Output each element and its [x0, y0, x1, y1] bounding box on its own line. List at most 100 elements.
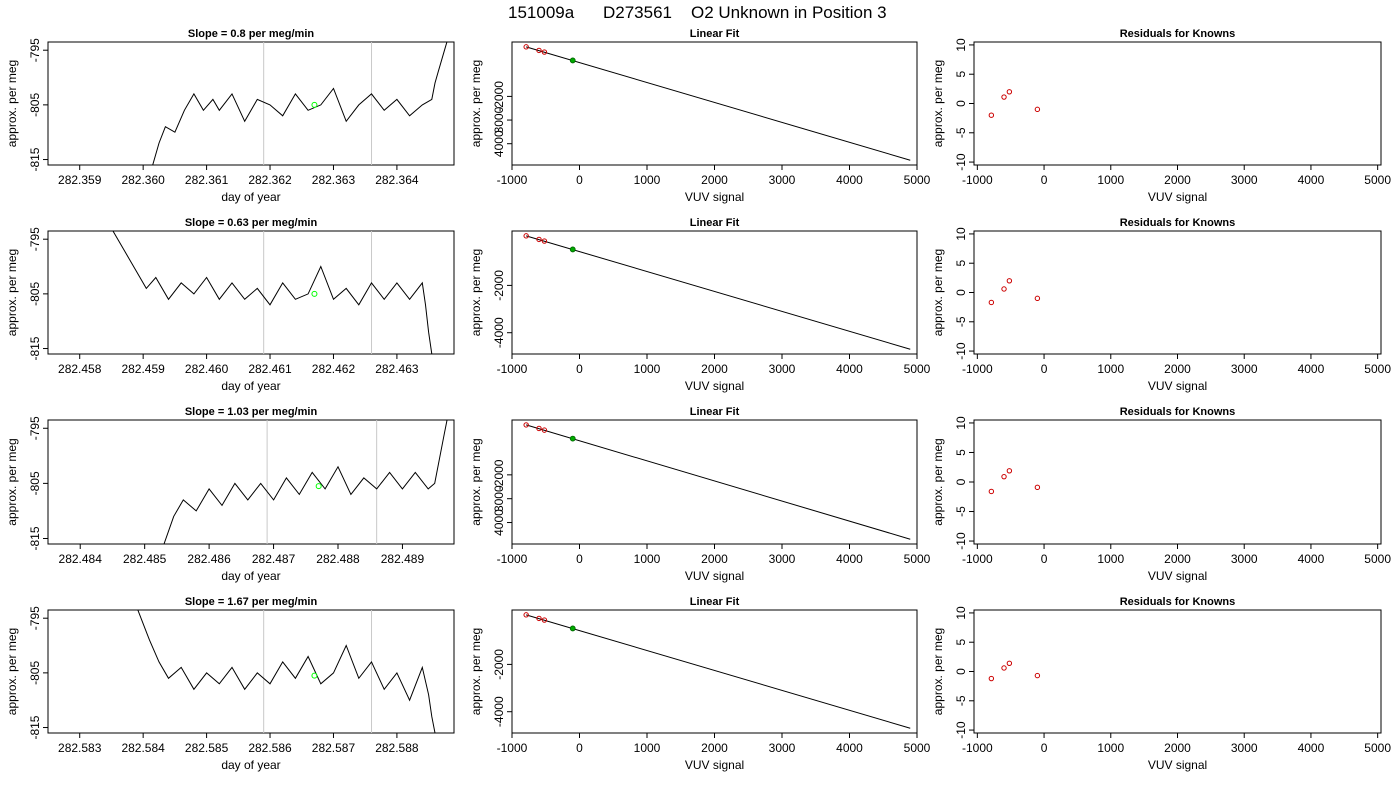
plot-frame [47, 230, 455, 355]
plot-data [988, 468, 1041, 495]
residual-point [1006, 468, 1013, 474]
y-tick-label: -2000 [492, 270, 506, 301]
known-point [536, 425, 542, 432]
panel-title: Slope = 1.67 per meg/min [185, 596, 318, 608]
x-axis-label: VUV signal [1148, 190, 1207, 204]
y-tick-label: 4000 [492, 130, 506, 157]
fit-line [526, 424, 911, 540]
y-tick-label: -795 [28, 606, 42, 630]
x-tick-label: 282.362 [248, 173, 292, 187]
y-tick-label: -5 [954, 506, 968, 517]
x-tick-label: 4000 [1298, 552, 1325, 566]
x-tick-label: 3000 [1231, 741, 1258, 755]
known-point [523, 44, 529, 50]
plot-frame [973, 41, 1382, 166]
y-tick-label: -2000 [492, 459, 506, 490]
x-tick-label: 282.584 [121, 741, 165, 755]
y-tick-label: -795 [28, 227, 42, 251]
x-tick-label: 0 [576, 741, 583, 755]
residual-point [1006, 660, 1013, 666]
y-tick-label: 10 [954, 416, 968, 430]
fit-line [526, 235, 911, 350]
time-trace-panel: Slope = 0.63 per meg/min 282.458 282.459 28… [5, 217, 455, 393]
y-tick-label: 10 [954, 227, 968, 241]
y-tick-label: -10 [954, 532, 968, 550]
x-axis-label: VUV signal [685, 758, 744, 772]
y-tick-label: 3000 [492, 106, 506, 133]
x-tick-label: 3000 [769, 173, 796, 187]
plot-frame [973, 419, 1382, 545]
panel-title: Slope = 0.8 per meg/min [188, 28, 315, 40]
x-tick-label: -1000 [962, 173, 993, 187]
time-trace-panel: Slope = 0.8 per meg/min 282.359 282.360 282… [5, 28, 455, 204]
x-tick-label: 2000 [701, 362, 728, 376]
y-tick-label: -4000 [492, 696, 506, 727]
plot-data [112, 231, 433, 354]
x-tick-label: 282.587 [312, 741, 356, 755]
x-tick-label: 0 [1041, 362, 1048, 376]
x-tick-label: 1000 [1097, 362, 1124, 376]
plot-frame [47, 419, 455, 545]
trace-line [163, 420, 448, 544]
x-tick-label: 282.585 [185, 741, 229, 755]
x-axis-label: day of year [221, 379, 280, 393]
y-tick-label: -815 [28, 715, 42, 739]
x-tick-label: 5000 [904, 362, 931, 376]
x-tick-label: 282.583 [58, 741, 102, 755]
panel-title: Residuals for Knowns [1120, 596, 1236, 608]
x-tick-label: 282.461 [248, 362, 292, 376]
x-tick-label: 1000 [1097, 552, 1124, 566]
panel-title: Residuals for Knowns [1120, 406, 1236, 418]
x-tick-label: 2000 [1164, 362, 1191, 376]
trace-line [152, 42, 448, 165]
x-axis-label: VUV signal [685, 190, 744, 204]
known-point [523, 422, 529, 428]
y-axis-label: approx. per meg [5, 60, 19, 147]
panel-title: Linear Fit [690, 217, 740, 229]
x-tick-label: 1000 [1097, 173, 1124, 187]
known-point [541, 617, 548, 623]
residual-point [1034, 106, 1041, 113]
residual-point [1034, 672, 1041, 679]
y-axis-label: approx. per meg [469, 628, 483, 715]
panel-title: Linear Fit [690, 406, 740, 418]
y-axis-label: approx. per meg [5, 249, 19, 336]
linear-fit-panel: Linear Fit-1000 0 1000 2000 3000 4000 5000-200… [469, 28, 931, 204]
y-axis-label: approx. per meg [469, 249, 483, 336]
main-title: 151009a D273561 O2 Unknown in Position 3 [508, 3, 887, 22]
main-title-part-2: D273561 [603, 3, 672, 22]
x-tick-label: 282.487 [252, 552, 296, 566]
y-tick-label: -10 [954, 153, 968, 171]
y-tick-label: -805 [28, 661, 42, 685]
y-tick-label: -5 [954, 127, 968, 138]
panel-title: Slope = 0.63 per meg/min [185, 217, 318, 229]
x-tick-label: 1000 [634, 552, 661, 566]
x-axis-label: VUV signal [1148, 758, 1207, 772]
x-tick-label: 4000 [836, 362, 863, 376]
plot-data [988, 278, 1041, 306]
x-axis-label: VUV signal [1148, 569, 1207, 583]
plot-data [988, 89, 1041, 118]
y-axis-label: approx. per meg [5, 628, 19, 715]
known-point [541, 238, 548, 244]
y-tick-label: -805 [28, 471, 42, 495]
x-tick-label: 2000 [1164, 173, 1191, 187]
y-tick-label: 5 [954, 639, 968, 646]
y-tick-label: -795 [28, 416, 42, 440]
plot-data [523, 422, 911, 540]
known-point [523, 612, 529, 618]
plot-frame [47, 609, 455, 734]
x-tick-label: 282.460 [185, 362, 229, 376]
x-tick-label: 282.486 [187, 552, 231, 566]
y-axis-label: approx. per meg [931, 628, 945, 715]
x-tick-label: 3000 [769, 552, 796, 566]
y-tick-label: 5 [954, 260, 968, 267]
residuals-panel: Residuals for Knowns -1000 0 1000 2000 3000 40… [931, 406, 1391, 583]
trace-line [137, 610, 436, 733]
x-tick-label: 2000 [701, 741, 728, 755]
residual-point [988, 675, 995, 682]
x-axis-label: day of year [221, 569, 280, 583]
x-tick-label: -1000 [962, 362, 993, 376]
x-tick-label: 3000 [1231, 173, 1258, 187]
